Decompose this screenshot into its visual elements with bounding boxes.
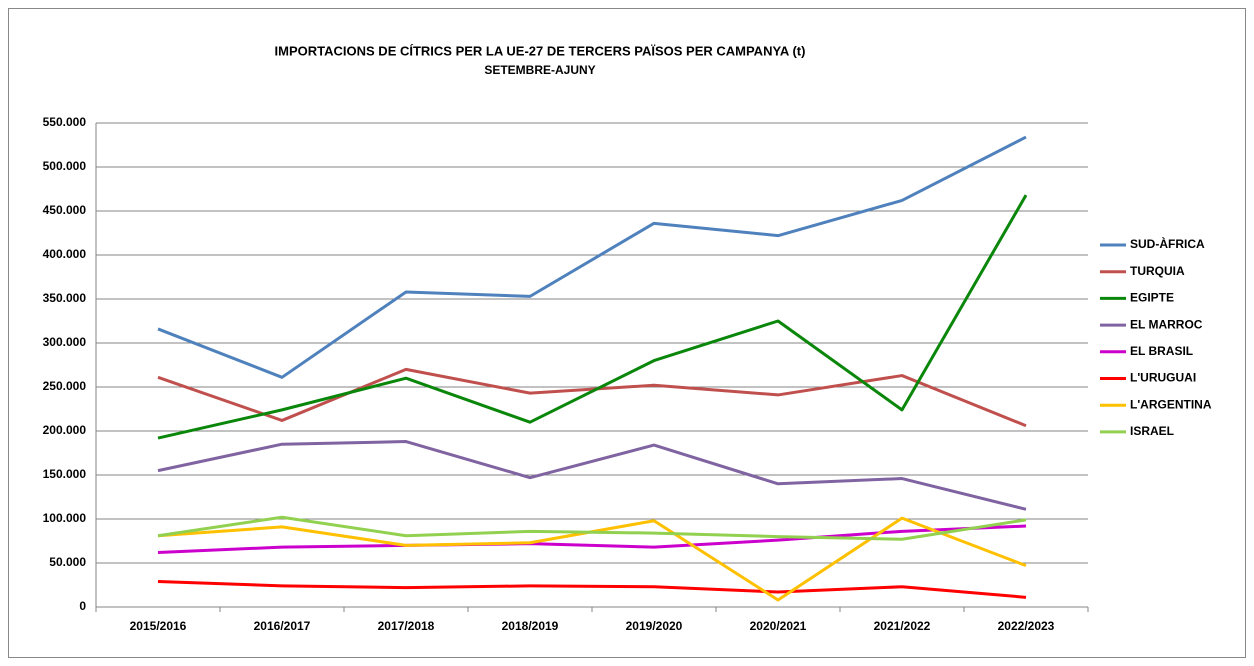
- y-tick-label: 300.000: [43, 335, 87, 349]
- legend-label: SUD-ÀFRICA: [1130, 236, 1205, 251]
- y-tick-label: 450.000: [43, 203, 87, 217]
- x-tick-label: 2016/2017: [254, 619, 311, 633]
- chart-subtitle: SETEMBRE-AJUNY: [484, 63, 595, 77]
- legend-label: EGIPTE: [1130, 291, 1174, 305]
- x-tick-label: 2021/2022: [874, 619, 931, 633]
- legend-label: ISRAEL: [1130, 424, 1174, 438]
- y-tick-label: 550.000: [43, 115, 87, 129]
- legend-label: EL BRASIL: [1130, 344, 1193, 358]
- series-line: [157, 194, 1028, 440]
- legend-label: TURQUIA: [1130, 264, 1185, 278]
- x-tick-label: 2022/2023: [998, 619, 1055, 633]
- y-tick-label: 350.000: [43, 291, 87, 305]
- x-tick-label: 2018/2019: [502, 619, 559, 633]
- series-line: [157, 367, 1027, 428]
- x-tick-label: 2015/2016: [130, 619, 187, 633]
- legend-label: L'ARGENTINA: [1130, 397, 1212, 411]
- x-tick-label: 2017/2018: [378, 619, 435, 633]
- x-tick-label: 2019/2020: [626, 619, 683, 633]
- y-tick-label: 150.000: [43, 467, 87, 481]
- y-tick-label: 200.000: [43, 423, 87, 437]
- series-line: [157, 135, 1027, 379]
- series-line: [157, 579, 1027, 599]
- y-tick-label: 100.000: [43, 511, 87, 525]
- series-line: [157, 515, 1027, 541]
- y-tick-label: 400.000: [43, 247, 87, 261]
- y-tick-label: 250.000: [43, 379, 87, 393]
- y-tick-label: 50.000: [49, 555, 86, 569]
- chart-title: IMPORTACIONS DE CÍTRICS PER LA UE-27 DE …: [275, 43, 806, 58]
- legend-label: L'URUGUAI: [1130, 371, 1196, 385]
- y-tick-label: 0: [79, 599, 86, 613]
- chart-frame: [8, 8, 1246, 658]
- legend-label: EL MARROC: [1130, 317, 1203, 331]
- y-tick-label: 500.000: [43, 159, 87, 173]
- x-tick-label: 2020/2021: [750, 619, 807, 633]
- series-line: [157, 440, 1027, 511]
